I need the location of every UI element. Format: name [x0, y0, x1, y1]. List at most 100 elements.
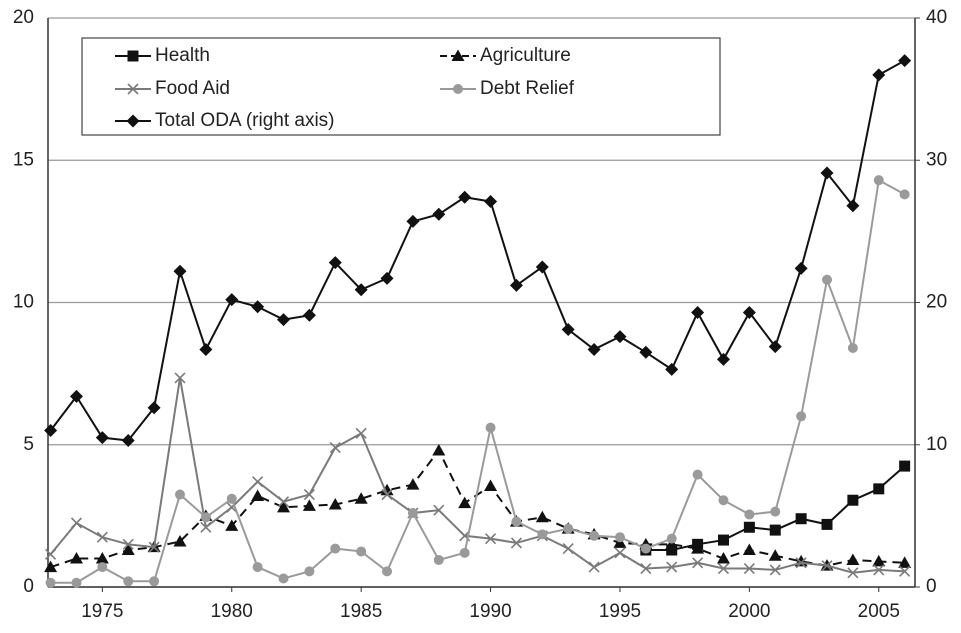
marker — [277, 496, 290, 508]
marker — [484, 479, 498, 492]
marker — [127, 50, 139, 62]
marker — [796, 411, 807, 422]
marker — [354, 492, 368, 504]
legend-label: Agriculture — [480, 45, 571, 66]
y-tick-label: 0 — [23, 576, 34, 597]
marker — [717, 534, 729, 546]
marker — [666, 561, 678, 573]
marker — [769, 564, 781, 576]
marker — [277, 500, 291, 513]
marker — [251, 300, 265, 314]
marker — [127, 83, 139, 95]
marker — [484, 195, 498, 209]
marker — [484, 533, 497, 545]
marker — [873, 564, 885, 576]
marker — [691, 542, 705, 554]
marker — [743, 562, 755, 575]
y2-tick-label: 10 — [926, 434, 947, 455]
marker — [95, 552, 109, 564]
marker — [511, 516, 522, 527]
marker — [226, 493, 237, 504]
y-tick-label: 5 — [23, 434, 34, 455]
marker — [356, 546, 367, 557]
marker — [692, 469, 703, 480]
marker — [665, 362, 679, 376]
marker — [126, 114, 140, 128]
marker — [451, 49, 465, 61]
marker — [821, 518, 833, 530]
marker — [355, 427, 367, 439]
marker — [769, 524, 781, 536]
marker — [821, 560, 833, 572]
marker — [71, 577, 82, 588]
marker — [121, 433, 135, 447]
marker — [614, 547, 626, 559]
marker — [561, 323, 575, 337]
series-line — [49, 377, 905, 574]
legend-label: Health — [155, 45, 210, 66]
marker — [406, 214, 420, 228]
x-tick-label: 1990 — [469, 601, 511, 622]
marker — [328, 497, 342, 510]
marker — [794, 261, 808, 275]
marker — [899, 460, 911, 472]
marker — [328, 256, 342, 270]
marker — [433, 504, 445, 516]
marker — [69, 552, 83, 564]
marker — [45, 548, 57, 560]
x-tick-label: 2005 — [858, 601, 900, 622]
marker — [510, 537, 523, 549]
marker — [122, 538, 134, 550]
marker — [742, 543, 756, 556]
marker — [562, 543, 574, 555]
marker — [225, 519, 239, 531]
marker — [121, 543, 135, 556]
marker — [535, 260, 549, 274]
marker — [97, 562, 108, 573]
marker — [509, 278, 523, 292]
y2-tick-label: 20 — [926, 292, 947, 313]
marker — [458, 496, 472, 509]
marker — [123, 576, 134, 587]
marker — [433, 554, 444, 565]
marker — [96, 531, 108, 543]
marker — [744, 509, 755, 520]
marker — [589, 530, 600, 541]
marker — [252, 562, 263, 573]
marker — [432, 207, 446, 221]
marker — [873, 175, 884, 186]
marker — [613, 330, 627, 344]
marker — [873, 483, 885, 495]
marker — [847, 343, 858, 354]
marker — [277, 313, 291, 327]
series-line — [50, 178, 906, 584]
marker — [846, 553, 860, 565]
marker — [459, 547, 470, 558]
marker — [406, 478, 420, 490]
marker — [432, 443, 446, 456]
marker — [768, 549, 782, 561]
marker — [666, 544, 678, 556]
marker — [302, 308, 316, 322]
marker — [382, 566, 393, 577]
marker — [45, 577, 56, 588]
marker — [640, 543, 651, 554]
marker — [252, 476, 264, 488]
marker — [742, 305, 756, 319]
marker — [381, 488, 393, 501]
y-tick-label: 15 — [13, 149, 34, 170]
marker — [302, 499, 316, 511]
marker — [380, 271, 394, 285]
legend: Health Agriculture Food Aid Debt Relief Tota… — [81, 37, 721, 136]
marker — [899, 565, 911, 577]
x-tick-label: 1995 — [599, 601, 641, 622]
marker — [716, 552, 730, 564]
marker — [614, 532, 625, 543]
marker — [872, 554, 886, 567]
marker — [691, 305, 705, 319]
marker — [200, 512, 211, 523]
marker — [70, 517, 83, 529]
marker — [226, 501, 238, 513]
marker — [716, 352, 730, 366]
